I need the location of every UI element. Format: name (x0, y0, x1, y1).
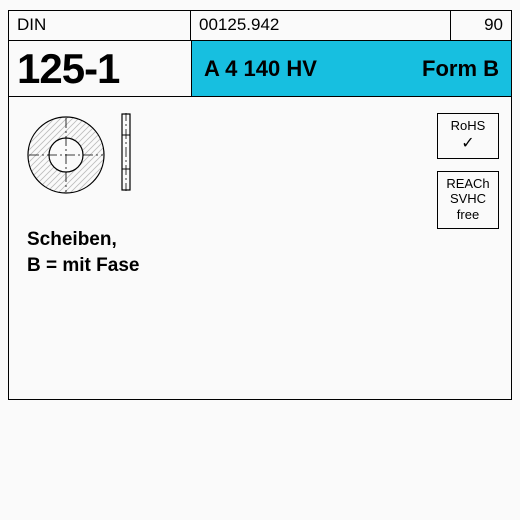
description-line2: B = mit Fase (27, 253, 139, 279)
washer-side-view-icon (119, 113, 133, 196)
standard-number: 125-1 (9, 45, 191, 93)
rohs-badge: RoHS ✓ (437, 113, 499, 159)
part-code: 00125.942 (191, 11, 451, 40)
technical-drawing (27, 113, 133, 196)
washer-top-view-icon (27, 116, 105, 194)
reach-line3: free (438, 207, 498, 223)
reach-line1: REACh (438, 176, 498, 192)
title-row: 125-1 A 4 140 HV Form B (9, 41, 511, 97)
material-spec: A 4 140 HV (204, 56, 317, 82)
header-row: DIN 00125.942 90 (9, 11, 511, 41)
rohs-label: RoHS (438, 118, 498, 134)
reach-line2: SVHC (438, 191, 498, 207)
din-label: DIN (9, 11, 191, 40)
description-block: Scheiben, B = mit Fase (27, 227, 139, 278)
body-area: Scheiben, B = mit Fase RoHS ✓ REACh SVHC… (9, 97, 511, 399)
header-right-number: 90 (451, 11, 511, 40)
check-icon: ✓ (438, 134, 498, 152)
compliance-badges: RoHS ✓ REACh SVHC free (437, 113, 499, 229)
description-line1: Scheiben, (27, 227, 139, 253)
reach-badge: REACh SVHC free (437, 171, 499, 230)
form-label: Form B (422, 56, 499, 82)
material-cell: A 4 140 HV Form B (191, 41, 511, 96)
datasheet-frame: DIN 00125.942 90 125-1 A 4 140 HV Form B (8, 10, 512, 400)
